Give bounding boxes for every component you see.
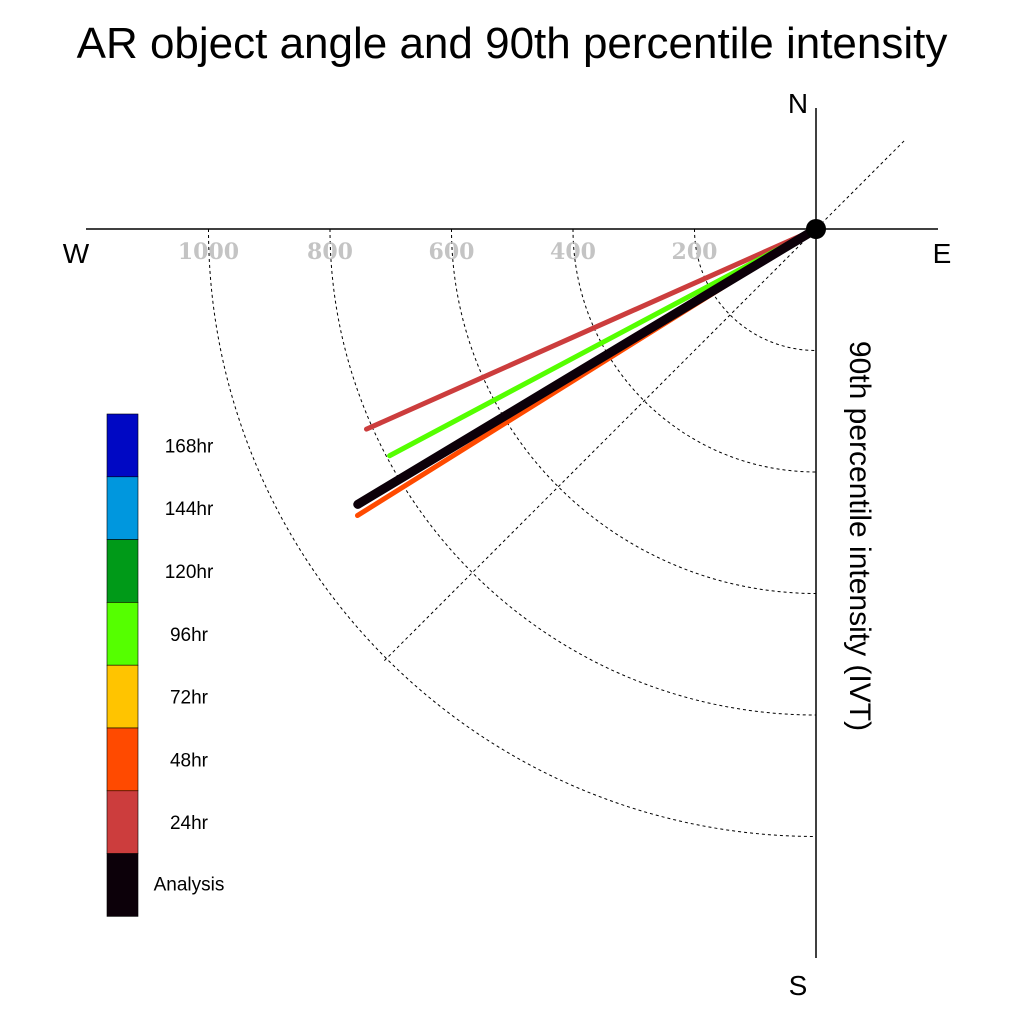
- legend-label-24hr: 24hr: [170, 813, 209, 834]
- legend-label-analysis: Analysis: [154, 875, 225, 896]
- grid-arc-400: [572, 228, 817, 473]
- chart-series: [353, 224, 821, 519]
- radial-axis-label: 90th percentile intensity (IVT): [843, 341, 876, 731]
- legend-label-72hr: 72hr: [170, 688, 209, 709]
- legend-swatch-analysis: [106, 853, 139, 917]
- origin-marker: [806, 219, 826, 239]
- radial-ticks: 200 400 600 800 1000: [178, 239, 718, 265]
- grid-arc-1000: [208, 228, 817, 837]
- chart-axes: [86, 108, 938, 958]
- compass-north-label: N: [788, 88, 808, 119]
- legend-swatch-168hr: [106, 413, 139, 478]
- legend-label-144hr: 144hr: [165, 499, 214, 520]
- radial-tick-label-600: 600: [429, 239, 475, 265]
- chart-title: AR object angle and 90th percentile inte…: [77, 19, 948, 68]
- compass-south-label: S: [789, 970, 808, 1001]
- series-line-analysis: [353, 224, 821, 509]
- radial-tick-label-1000: 1000: [178, 239, 239, 265]
- compass-east-label: E: [933, 238, 952, 269]
- legend-label-120hr: 120hr: [165, 562, 214, 583]
- legend-swatch-48hr: [106, 727, 139, 792]
- legend-swatch-24hr: [106, 790, 139, 854]
- legend-label-168hr: 168hr: [165, 436, 214, 457]
- legend-swatch-72hr: [106, 664, 139, 729]
- legend-swatch-120hr: [106, 539, 139, 603]
- legend-swatch-144hr: [106, 476, 139, 540]
- grid-arc-600: [451, 228, 817, 594]
- diagonal-guide-line: [383, 140, 905, 662]
- radial-tick-label-400: 400: [550, 239, 596, 265]
- radial-tick-label-800: 800: [307, 239, 353, 265]
- grid-arc-200: [694, 228, 817, 351]
- legend: 168hr 144hr 120hr 96hr 72hr 48hr 24hr Analysis: [106, 413, 225, 917]
- legend-swatch-96hr: [106, 602, 139, 666]
- compass-west-label: W: [63, 238, 90, 269]
- legend-label-48hr: 48hr: [170, 750, 209, 771]
- legend-label-96hr: 96hr: [170, 625, 209, 646]
- series-line-24hr: [363, 226, 819, 432]
- radial-tick-label-200: 200: [672, 239, 718, 265]
- grid-arc-800: [329, 228, 817, 716]
